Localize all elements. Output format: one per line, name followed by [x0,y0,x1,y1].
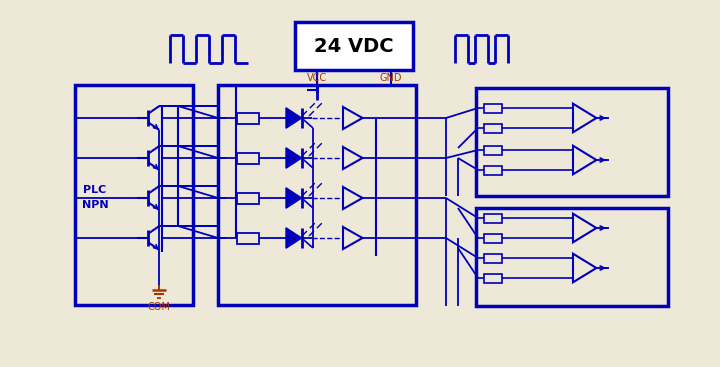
Polygon shape [286,108,302,128]
Bar [484,233,502,243]
Bar [484,273,502,283]
Bar [484,166,502,174]
Text: GND: GND [379,73,402,83]
Bar [484,124,502,132]
Bar [484,254,502,262]
Bar [476,88,668,196]
Bar [237,193,259,203]
Polygon shape [286,188,302,208]
Bar [484,103,502,113]
Polygon shape [286,148,302,168]
Bar [75,85,193,305]
Bar [484,145,502,155]
Polygon shape [286,228,302,248]
Text: COM: COM [148,302,171,312]
Bar [484,214,502,222]
Text: 24 VDC: 24 VDC [314,36,394,55]
Text: PLC: PLC [84,185,107,195]
Bar [218,85,416,305]
Bar [476,208,668,306]
Bar [237,113,259,124]
Bar [237,153,259,164]
Text: NPN: NPN [81,200,108,210]
Bar [295,22,413,70]
Text: VCC: VCC [307,73,327,83]
Bar [237,233,259,243]
